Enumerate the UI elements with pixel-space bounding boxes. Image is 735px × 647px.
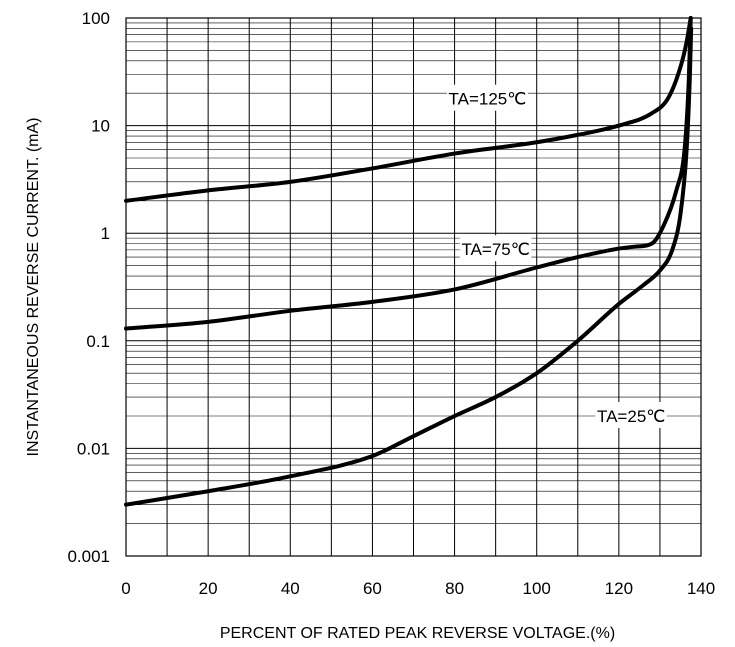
x-tick-label: 0 xyxy=(121,579,130,598)
x-tick-label: 60 xyxy=(363,579,382,598)
x-tick-label: 120 xyxy=(605,579,633,598)
x-tick-label: 40 xyxy=(281,579,300,598)
grid xyxy=(125,18,702,557)
x-axis-title: PERCENT OF RATED PEAK REVERSE VOLTAGE.(%… xyxy=(220,625,615,642)
curves xyxy=(124,16,694,507)
y-tick-label: 1 xyxy=(101,224,110,243)
series-line-1 xyxy=(124,16,693,331)
curve-label: TA=25℃ xyxy=(597,407,665,426)
x-tick-label: 100 xyxy=(523,579,551,598)
series-line-0 xyxy=(124,16,693,203)
y-axis-title: INSTANTANEOUS REVERSE CURRENT. (mA) xyxy=(25,118,42,457)
y-tick-label: 0.1 xyxy=(86,332,110,351)
y-tick-label: 0.001 xyxy=(67,547,110,566)
curve-label-bg xyxy=(459,235,532,262)
curve-labels: TA=125℃ TA=75℃ TA=25℃ xyxy=(446,84,667,429)
x-tick-label: 80 xyxy=(445,579,464,598)
x-tick-label: 140 xyxy=(687,579,715,598)
curve-label: TA=75℃ xyxy=(461,240,529,259)
curve-label-bg xyxy=(595,402,667,429)
curve-label-bg xyxy=(446,84,529,111)
x-tick-label: 20 xyxy=(199,579,218,598)
curve-label: TA=125℃ xyxy=(448,90,526,109)
y-tick-label: 10 xyxy=(91,117,110,136)
y-tick-label: 100 xyxy=(82,9,110,28)
y-tick-label: 0.01 xyxy=(77,439,110,458)
tick-labels: 0 20 40 60 80 100 120 140 0.001 0.01 0.1 1 10 100 xyxy=(67,9,715,598)
series-line-2 xyxy=(124,26,694,507)
plot-frame xyxy=(125,17,702,557)
